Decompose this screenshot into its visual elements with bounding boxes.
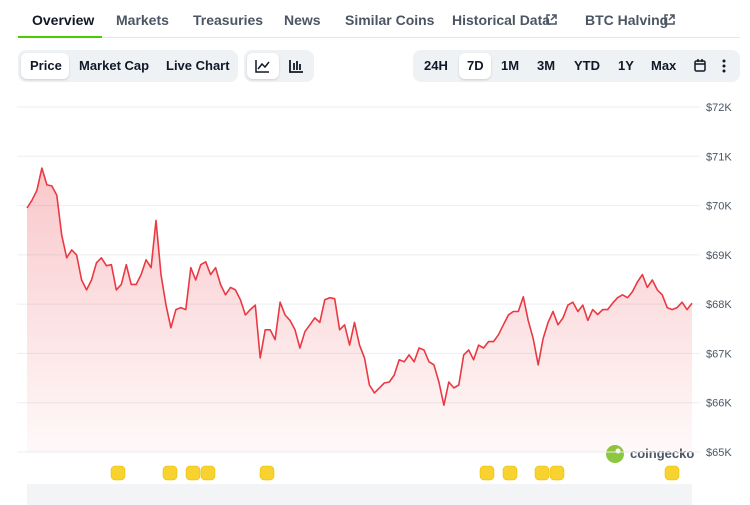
price-line: [26, 167, 693, 406]
selected-toggle: [21, 53, 69, 79]
tab[interactable]: BTC Halving: [585, 12, 669, 28]
tab[interactable]: Markets: [116, 12, 169, 28]
range-button[interactable]: 1Y: [618, 58, 634, 73]
y-tick-label: $70K: [706, 201, 732, 213]
range-button[interactable]: 24H: [424, 58, 448, 73]
tab-divider: [18, 37, 740, 38]
candle-chart-icon[interactable]: [289, 59, 304, 73]
range-button[interactable]: Max: [651, 58, 677, 73]
toggle-button[interactable]: Live Chart: [166, 58, 230, 73]
y-tick-label: $68K: [706, 299, 732, 311]
tab[interactable]: Similar Coins: [345, 12, 435, 28]
volume-area: [27, 484, 692, 505]
y-tick-label: $67K: [706, 348, 732, 360]
range-button[interactable]: 1M: [501, 58, 520, 73]
y-tick-label: $69K: [706, 250, 732, 262]
range-button[interactable]: 3M: [537, 58, 556, 73]
tab[interactable]: Treasuries: [193, 12, 264, 28]
selected-range: [459, 53, 491, 79]
range-button[interactable]: YTD: [574, 58, 600, 73]
tab[interactable]: Overview: [32, 12, 95, 28]
line-chart-icon[interactable]: [255, 59, 270, 73]
y-tick-label: $65K: [706, 447, 732, 459]
toggle-button[interactable]: Market Cap: [79, 58, 150, 73]
tab[interactable]: Historical Data: [452, 12, 551, 28]
more-icon[interactable]: [722, 59, 726, 73]
calendar-icon[interactable]: [694, 59, 706, 72]
event-markers: [110, 465, 680, 481]
y-tick-label: $72K: [706, 102, 732, 114]
range-button[interactable]: 7D: [467, 58, 484, 73]
y-tick-label: $66K: [706, 398, 732, 410]
toggle-button[interactable]: Price: [30, 58, 62, 73]
tab[interactable]: News: [284, 12, 321, 28]
external-link-icon: [664, 14, 675, 25]
external-link-icon: [546, 14, 557, 25]
area-fill: [27, 168, 692, 452]
y-tick-label: $71K: [706, 151, 732, 163]
active-tab-indicator: [18, 36, 102, 38]
